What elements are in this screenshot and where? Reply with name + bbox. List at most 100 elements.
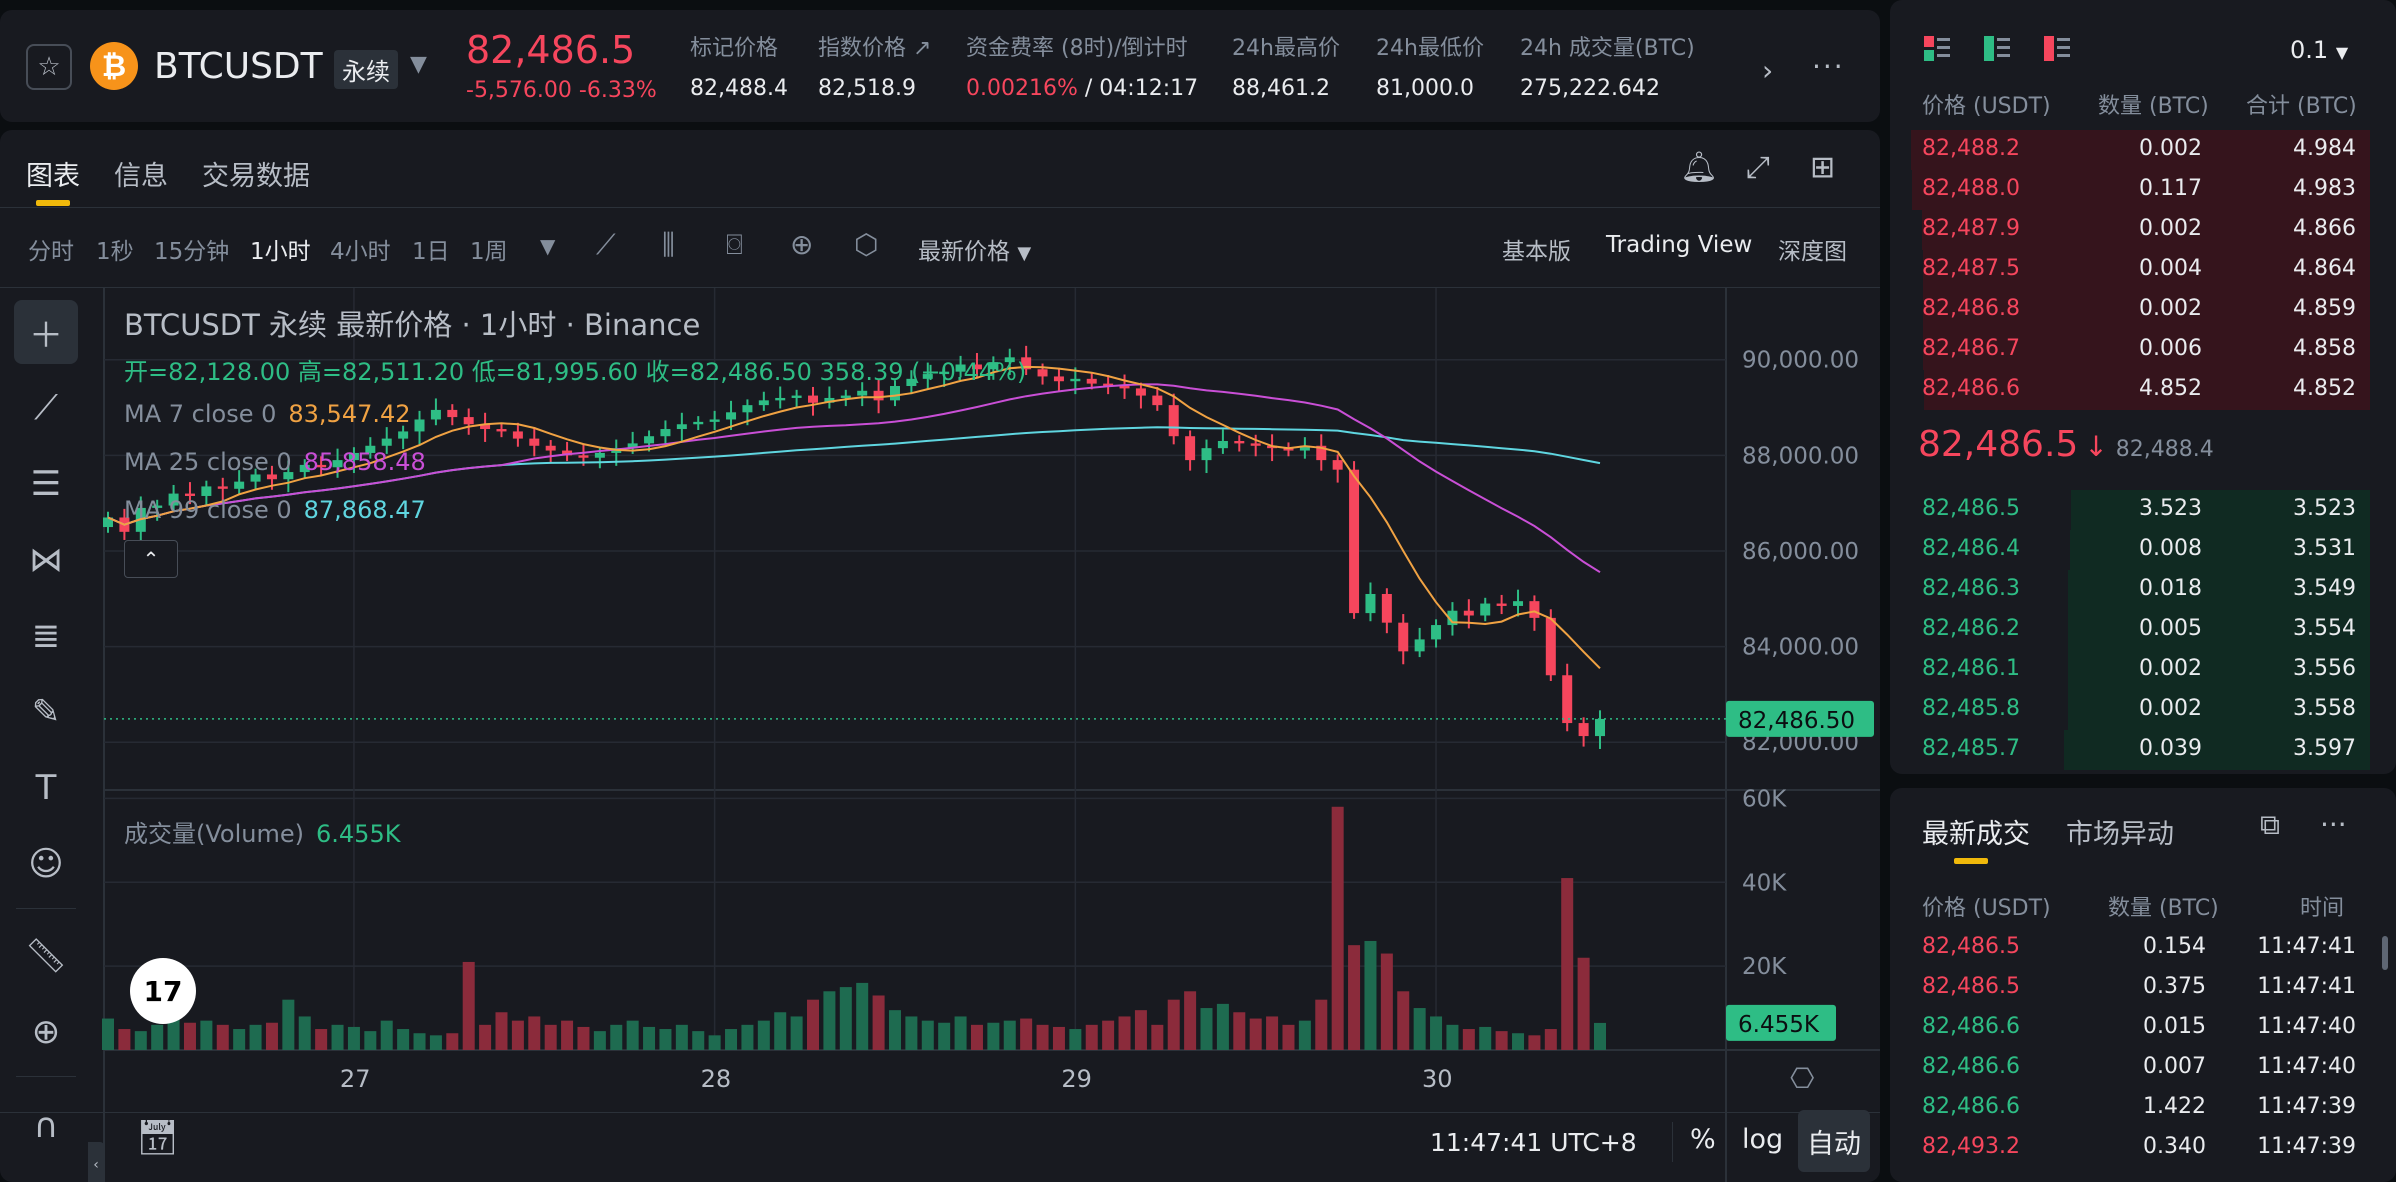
favorite-star-icon[interactable]: ☆	[26, 44, 72, 90]
bid-row[interactable]: 82,486.5 3.523 3.523	[1890, 490, 2396, 530]
timeframe-15m[interactable]: 15分钟	[154, 239, 230, 265]
layout-grid-icon[interactable]: ⊞	[1810, 150, 1836, 185]
candle-body	[824, 397, 835, 403]
brush-icon[interactable]: ✎	[31, 692, 61, 732]
candle-body	[1431, 625, 1442, 640]
price-type-select[interactable]: 最新价格 ▼	[918, 232, 1031, 266]
candle-body	[447, 409, 458, 418]
ask-row[interactable]: 82,486.8 0.002 4.859	[1890, 290, 2396, 330]
trade-row: 82,493.2 0.340 11:47:39	[1890, 1128, 2396, 1168]
chevron-down-icon: ▼	[1017, 243, 1032, 264]
ma25-legend[interactable]: MA 25 close 0 85,858.48	[124, 448, 426, 476]
settings-icon[interactable]: ⬡	[854, 228, 879, 261]
timeframe-dropdown-icon[interactable]: ▼	[540, 234, 556, 258]
auto-scale-button[interactable]: 自动	[1798, 1110, 1870, 1172]
ask-row[interactable]: 82,488.0 0.117 4.983	[1890, 170, 2396, 210]
chevron-right-icon[interactable]: ›	[1762, 54, 1774, 87]
book-asks-icon[interactable]	[2044, 36, 2070, 62]
ask-row[interactable]: 82,486.6 4.852 4.852	[1890, 370, 2396, 410]
tab-market-moves[interactable]: 市场异动	[2066, 819, 2174, 850]
book-both-icon[interactable]	[1924, 36, 1950, 62]
bid-row[interactable]: 82,486.3 0.018 3.549	[1890, 570, 2396, 610]
timeframe-1s[interactable]: 1秒	[96, 239, 134, 265]
percent-scale-button[interactable]: %	[1690, 1124, 1716, 1155]
timeframe-1w[interactable]: 1周	[470, 239, 508, 265]
view-tradingview[interactable]: Trading View	[1606, 232, 1753, 258]
stat-value: 88,461.2	[1232, 76, 1330, 101]
crosshair-icon[interactable]: ＋	[14, 300, 78, 364]
bid-row[interactable]: 82,485.8 0.002 3.558	[1890, 690, 2396, 730]
candle-body	[1545, 617, 1556, 676]
tab-info[interactable]: 信息	[114, 161, 168, 192]
timeframe-1h[interactable]: 1小时	[250, 239, 311, 265]
more-options-icon[interactable]: ···	[2320, 808, 2347, 841]
stat-index-price[interactable]: 指数价格 ↗ 82,518.9	[818, 30, 931, 101]
text-icon[interactable]: T	[35, 768, 57, 808]
candle-body	[152, 505, 163, 508]
book-bids-icon[interactable]	[1984, 36, 2010, 62]
current-volume-label: 6.455K	[1738, 1012, 1820, 1038]
candle-body	[1299, 445, 1310, 451]
fibonacci-icon[interactable]: ≣	[31, 616, 61, 656]
view-basic[interactable]: 基本版	[1502, 239, 1571, 265]
calendar-icon[interactable]: 📅︎	[136, 1118, 180, 1158]
tab-trading-data[interactable]: 交易数据	[202, 161, 310, 192]
log-scale-button[interactable]: log	[1742, 1124, 1784, 1155]
bid-row[interactable]: 82,485.7 0.039 3.597	[1890, 730, 2396, 770]
candle-body	[676, 424, 687, 430]
tradingview-logo[interactable]: 17	[130, 958, 196, 1024]
timeframe-tick[interactable]: 分时	[28, 239, 74, 265]
view-depth[interactable]: 深度图	[1778, 239, 1847, 265]
more-options-icon[interactable]: ···	[1812, 50, 1845, 83]
bid-row[interactable]: 82,486.4 0.008 3.531	[1890, 530, 2396, 570]
add-icon[interactable]: ⊕	[790, 228, 814, 261]
price-chart[interactable]: 90,000.0088,000.0086,000.0084,000.0082,0…	[0, 130, 1880, 1182]
bid-row[interactable]: 82,486.2 0.005 3.554	[1890, 610, 2396, 650]
ask-row[interactable]: 82,486.7 0.006 4.858	[1890, 330, 2396, 370]
ma99-legend[interactable]: MA 99 close 0 87,868.47	[124, 496, 426, 524]
ma7-legend[interactable]: MA 7 close 0 83,547.42	[124, 400, 411, 428]
candle-body	[1463, 610, 1474, 616]
horizontal-lines-icon[interactable]: ☰	[30, 464, 62, 504]
chart-panel: 图表 信息 交易数据 🔔︎ ⤢ ⊞ 分时 1秒 15分钟 1小时 4小时 1日 …	[0, 130, 1880, 1182]
tab-chart[interactable]: 图表	[26, 161, 80, 192]
ask-row[interactable]: 82,487.9 0.002 4.866	[1890, 210, 2396, 250]
symbol-name[interactable]: BTCUSDT	[154, 46, 323, 87]
candle-body	[889, 386, 900, 401]
legend-collapse-button[interactable]: ⌃	[124, 540, 178, 578]
ask-row[interactable]: 82,488.2 0.002 4.984	[1890, 130, 2396, 170]
collapse-toolbar-icon[interactable]: ‹	[88, 1142, 104, 1182]
depth-bar	[1923, 330, 2370, 370]
camera-icon[interactable]: ⌼	[726, 228, 743, 261]
zoom-in-icon[interactable]: ⊕	[31, 1012, 61, 1052]
symbol-dropdown-icon[interactable]: ▼	[410, 52, 427, 77]
timeframe-1d[interactable]: 1日	[412, 239, 450, 265]
fullscreen-icon[interactable]: ⤢	[1746, 150, 1770, 185]
bid-row[interactable]: 82,486.1 0.002 3.556	[1890, 650, 2396, 690]
candle-body	[1447, 610, 1458, 626]
ask-row[interactable]: 82,487.5 0.004 4.864	[1890, 250, 2396, 290]
candle-body	[201, 486, 212, 496]
chart-bottom-bar	[0, 1112, 1880, 1182]
chart-type-icon[interactable]: ⫼	[662, 228, 675, 261]
scrollbar[interactable]	[2382, 936, 2388, 970]
precision-select[interactable]: 0.1 ▼	[2290, 36, 2348, 64]
indicator-icon[interactable]: ⟋	[596, 228, 616, 261]
candle-body	[1513, 601, 1524, 606]
emoji-icon[interactable]: ☺	[28, 844, 64, 884]
candle-body	[1021, 357, 1032, 370]
bell-icon[interactable]: 🔔︎	[1680, 150, 1719, 185]
ask-qty: 0.002	[2139, 216, 2202, 241]
ruler-icon[interactable]: 📏︎	[24, 936, 68, 976]
candle-body	[922, 374, 933, 379]
candle-body	[1562, 675, 1573, 724]
timeframe-4h[interactable]: 4小时	[330, 239, 391, 265]
external-link-icon[interactable]: ⧉	[2260, 808, 2280, 841]
volume-bar	[1331, 806, 1344, 1050]
volume-bar	[577, 1026, 590, 1050]
ask-price: 82,487.9	[1922, 216, 2020, 241]
trend-line-icon[interactable]: ⟋	[34, 388, 58, 428]
candle-body	[742, 405, 753, 413]
pattern-icon[interactable]: ⋈	[29, 540, 63, 580]
tab-latest-trades[interactable]: 最新成交	[1922, 819, 2030, 850]
